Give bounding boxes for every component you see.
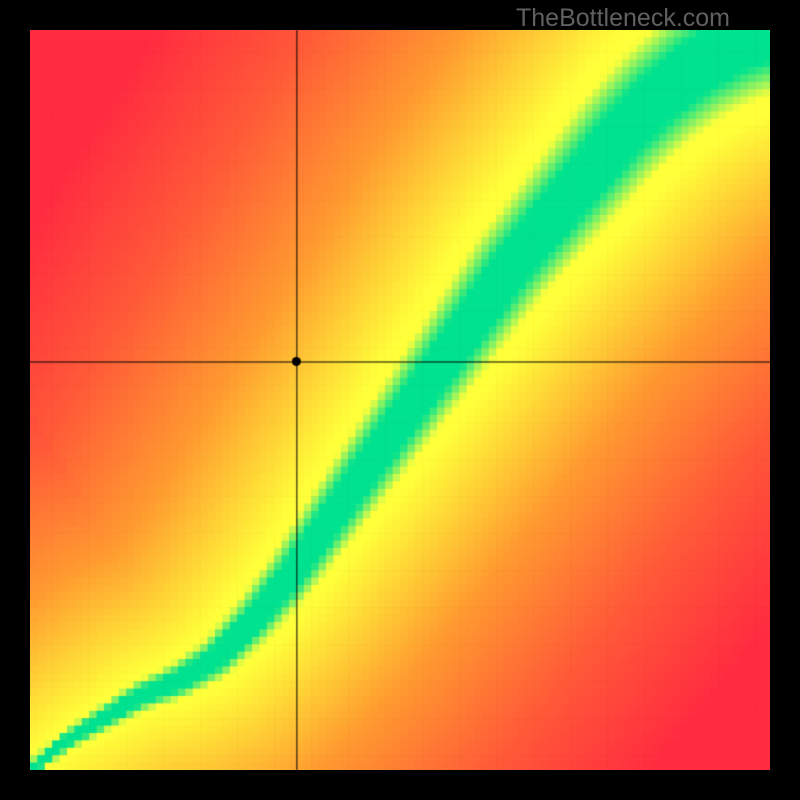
watermark-text: TheBottleneck.com — [516, 4, 730, 33]
chart-container: TheBottleneck.com — [0, 0, 800, 800]
heatmap-canvas — [30, 30, 770, 770]
